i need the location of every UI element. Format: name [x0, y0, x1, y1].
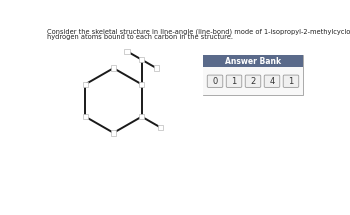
Bar [203, 67, 303, 95]
Bar [111, 130, 116, 135]
Text: Answer Bank: Answer Bank [225, 57, 281, 66]
Bar [203, 55, 303, 95]
FancyBboxPatch shape [226, 75, 242, 88]
Text: 1: 1 [231, 77, 237, 86]
Text: 0: 0 [212, 77, 218, 86]
Bar [83, 114, 88, 119]
Bar [83, 82, 88, 87]
Text: hydrogen atoms bound to each carbon in the structure.: hydrogen atoms bound to each carbon in t… [47, 34, 233, 40]
FancyBboxPatch shape [245, 75, 261, 88]
Bar [139, 57, 145, 62]
FancyBboxPatch shape [207, 75, 223, 88]
Text: 4: 4 [270, 77, 275, 86]
Bar [158, 125, 163, 130]
Bar [139, 114, 145, 119]
Text: 2: 2 [250, 77, 256, 86]
FancyBboxPatch shape [283, 75, 299, 88]
FancyBboxPatch shape [264, 75, 280, 88]
Text: Consider the skeletal structure in line-angle (line-bond) mode of 1-isopropyl-2-: Consider the skeletal structure in line-… [47, 28, 350, 35]
Bar [124, 49, 130, 54]
Bar [139, 82, 145, 87]
Text: 1: 1 [288, 77, 294, 86]
Bar [154, 65, 159, 71]
Bar [203, 55, 303, 67]
Bar [111, 65, 116, 71]
